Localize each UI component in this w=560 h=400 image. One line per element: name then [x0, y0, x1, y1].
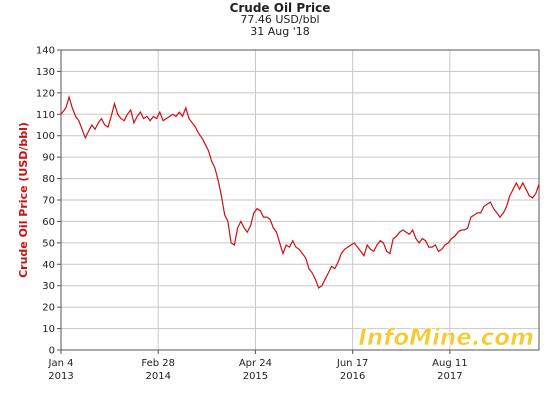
y-tick-label: 80 — [42, 174, 55, 185]
y-tick-label: 110 — [36, 110, 55, 121]
y-tick-label: 140 — [36, 46, 55, 57]
x-tick-label: Feb 28 — [141, 358, 175, 369]
y-axis-label: Crude Oil Price (USD/bbl) — [17, 122, 30, 278]
x-tick-label: Jan 4 — [48, 358, 74, 369]
x-tick-year: 2015 — [243, 371, 268, 382]
x-tick-label: Jun 17 — [336, 358, 369, 369]
x-tick-label: Aug 11 — [432, 358, 467, 369]
y-tick-label: 50 — [42, 238, 55, 249]
y-tick-label: 120 — [36, 88, 55, 99]
chart-title: Crude Oil Price — [229, 1, 331, 15]
x-tick-year: 2017 — [437, 371, 462, 382]
y-tick-label: 60 — [42, 217, 55, 228]
price-line — [60, 94, 540, 289]
y-axis-ticks: 0 10 20 30 40 50 60 70 80 90 100 110 120 130 140 — [36, 46, 61, 357]
x-tick-year: 2013 — [48, 371, 73, 382]
y-tick-label: 0 — [49, 346, 55, 357]
x-axis-ticks: Jan 4 2013 Feb 28 2014 Apr 24 2015 Jun 17 2016 A… — [48, 350, 468, 382]
x-tick-label: Apr 24 — [239, 358, 272, 369]
y-tick-label: 20 — [42, 303, 55, 314]
y-tick-label: 100 — [36, 131, 55, 142]
y-tick-label: 130 — [36, 67, 55, 78]
y-tick-label: 40 — [42, 260, 55, 271]
grid-lines — [60, 49, 539, 351]
x-tick-year: 2014 — [145, 371, 170, 382]
current-price: 77.46 USD/bbl — [240, 13, 320, 26]
watermark-logo: InfoMine.com — [358, 325, 534, 351]
y-tick-label: 30 — [42, 281, 55, 292]
price-date: 31 Aug '18 — [250, 25, 310, 38]
y-tick-label: 90 — [42, 153, 55, 164]
y-tick-label: 10 — [42, 324, 55, 335]
y-tick-label: 70 — [42, 196, 55, 207]
x-tick-year: 2016 — [340, 371, 365, 382]
